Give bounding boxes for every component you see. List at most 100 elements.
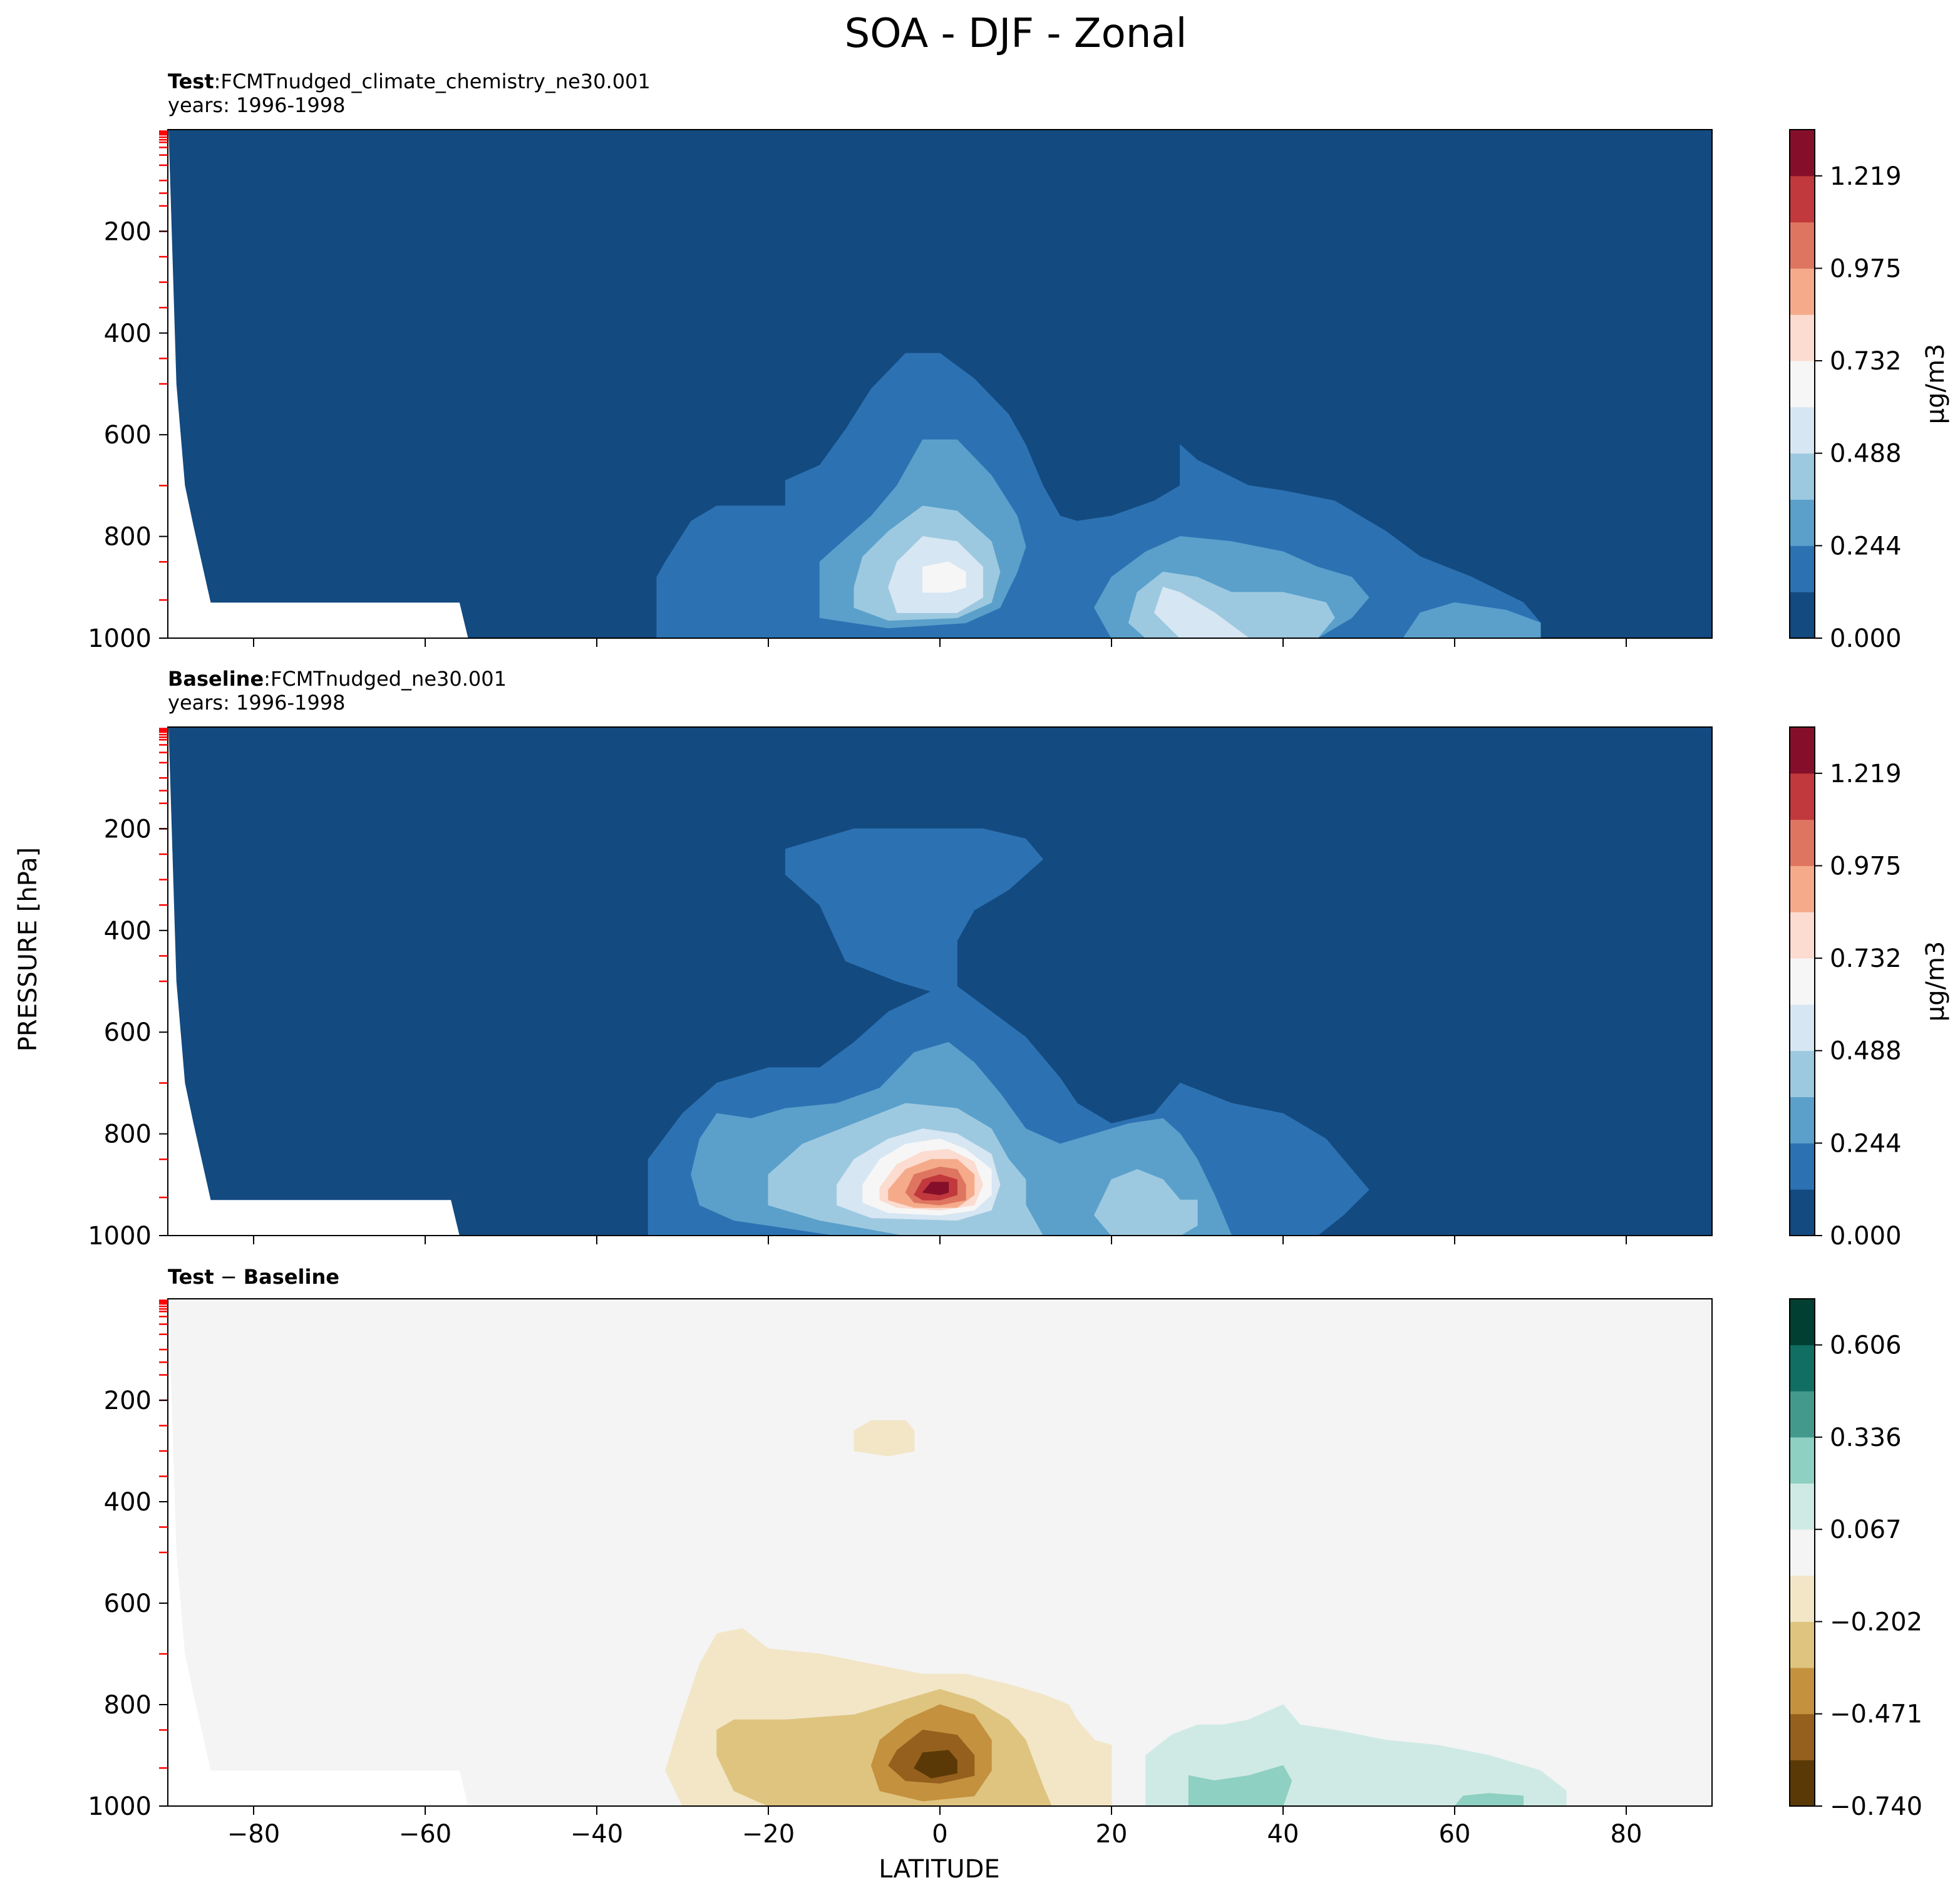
x-tick-label: 20 xyxy=(1096,1820,1128,1849)
x-axis-label: LATITUDE xyxy=(879,1855,999,1884)
panel-subtitle: years: 1996-1998 xyxy=(168,691,345,715)
colorbar-segment xyxy=(1790,130,1815,177)
colorbar-segment xyxy=(1790,545,1815,592)
contour-region-level-4 xyxy=(1153,587,1250,638)
colorbar-tick-label: 0.000 xyxy=(1830,624,1902,653)
colorbar-frame xyxy=(1789,129,1815,639)
y-tick-label: 600 xyxy=(104,1589,152,1618)
contour-region-level-7 xyxy=(1188,1765,1292,1806)
x-tick-label: 80 xyxy=(1611,1820,1643,1849)
x-tick-label: −40 xyxy=(570,1820,623,1849)
contour-region-level-2 xyxy=(1403,602,1541,638)
panel-test: Test:FCMTnudged_climate_chemistry_ne30.0… xyxy=(88,70,1950,653)
colorbar-segment xyxy=(1790,1575,1815,1622)
colorbar-segment xyxy=(1790,1143,1815,1190)
contour-region-level-0 xyxy=(914,1750,957,1779)
panel-title-separator: : xyxy=(214,70,221,93)
colorbar-segment xyxy=(1790,1621,1815,1668)
colorbar-tick-label: 0.975 xyxy=(1830,852,1902,880)
colorbar-tick-label: 1.219 xyxy=(1830,162,1902,191)
figure-title: SOA - DJF - Zonal xyxy=(845,11,1187,57)
y-tick-label: 200 xyxy=(104,217,152,246)
colorbar-tick-label: −0.202 xyxy=(1830,1608,1922,1636)
missing-data-region xyxy=(168,130,468,638)
x-tick-label: 40 xyxy=(1267,1820,1299,1849)
colorbar-segment xyxy=(1790,1189,1815,1236)
colorbar-tick-label: 0.488 xyxy=(1830,1037,1902,1066)
colorbar-label: μg/m3 xyxy=(1921,344,1950,425)
panel-title-separator: : xyxy=(264,667,271,691)
contour-region-level-3 xyxy=(1094,1169,1198,1236)
y-tick-label: 1000 xyxy=(88,1792,152,1821)
colorbar-segment xyxy=(1790,1668,1815,1715)
x-tick-label: −60 xyxy=(399,1820,451,1849)
panel-title-run: FCMTnudged_ne30.001 xyxy=(271,667,507,691)
panel-title-run: Baseline xyxy=(244,1265,339,1289)
colorbar-tick-label: 0.067 xyxy=(1830,1515,1902,1544)
colorbar-tick-label: 0.732 xyxy=(1830,944,1902,973)
y-tick-label: 200 xyxy=(104,1386,152,1415)
colorbar-segment xyxy=(1790,912,1815,959)
panel-title: Test:FCMTnudged_climate_chemistry_ne30.0… xyxy=(168,70,651,93)
colorbar-tick-label: 0.244 xyxy=(1830,1129,1902,1158)
colorbar-segment xyxy=(1790,314,1815,361)
plot-area xyxy=(168,130,1712,638)
colorbar-tick-label: 0.732 xyxy=(1830,347,1902,376)
colorbar-segment xyxy=(1790,453,1815,500)
colorbar-segment xyxy=(1790,1097,1815,1144)
y-tick-label: 600 xyxy=(104,1018,152,1047)
panel-title-run: FCMTnudged_climate_chemistry_ne30.001 xyxy=(220,70,650,93)
panel-title: Baseline:FCMTnudged_ne30.001 xyxy=(168,667,507,691)
x-tick-label: −20 xyxy=(742,1820,795,1849)
colorbar-segment xyxy=(1790,773,1815,820)
colorbar-frame xyxy=(1789,1298,1815,1807)
plot-area xyxy=(168,727,1712,1236)
colorbar-segment xyxy=(1790,499,1815,546)
colorbar-segment xyxy=(1790,592,1815,639)
panel-title-separator: − xyxy=(214,1265,244,1289)
colorbar-segment xyxy=(1790,222,1815,269)
x-tick-label: 0 xyxy=(932,1820,947,1849)
missing-data-region xyxy=(168,1299,468,1806)
colorbar-segment xyxy=(1790,1483,1815,1530)
y-tick-label: 400 xyxy=(104,917,152,946)
colorbar-tick-label: 0.975 xyxy=(1830,254,1902,283)
colorbar-tick-label: 0.336 xyxy=(1830,1423,1902,1452)
panel-title-bold: Baseline xyxy=(168,667,264,691)
colorbar-segment xyxy=(1790,175,1815,223)
colorbar-segment xyxy=(1790,1713,1815,1760)
x-tick-label: 60 xyxy=(1439,1820,1471,1849)
colorbar-segment xyxy=(1790,268,1815,315)
plot-area xyxy=(168,1299,1712,1806)
y-tick-label: 400 xyxy=(104,1488,152,1517)
colorbar-tick-label: 0.606 xyxy=(1830,1331,1902,1360)
colorbar-tick-label: −0.740 xyxy=(1830,1792,1922,1821)
missing-data-region xyxy=(168,727,460,1236)
colorbar-segment xyxy=(1790,727,1815,774)
colorbar-tick-label: 0.244 xyxy=(1830,532,1902,560)
colorbar-segment xyxy=(1790,865,1815,912)
panels-group: Test:FCMTnudged_climate_chemistry_ne30.0… xyxy=(88,70,1950,1849)
colorbar-tick-label: −0.471 xyxy=(1830,1700,1922,1729)
contour-region-level-7 xyxy=(1454,1793,1524,1806)
colorbar-segment xyxy=(1790,819,1815,866)
panel-subtitle: years: 1996-1998 xyxy=(168,93,345,117)
colorbar-segment xyxy=(1790,1299,1815,1346)
colorbar-tick-label: 0.000 xyxy=(1830,1222,1902,1251)
contour-region-level-10 xyxy=(922,1182,949,1195)
colorbar-tick-label: 1.219 xyxy=(1830,760,1902,788)
colorbar-segment xyxy=(1790,1345,1815,1391)
colorbar-segment xyxy=(1790,406,1815,454)
colorbar-tick-label: 0.488 xyxy=(1830,440,1902,468)
colorbar-segment xyxy=(1790,1529,1815,1576)
y-axis-label: PRESSURE [hPa] xyxy=(14,847,43,1051)
panel-title-bold: Test xyxy=(168,70,214,93)
colorbar-segment xyxy=(1790,1391,1815,1438)
colorbar-frame xyxy=(1789,726,1815,1236)
panel-title: Test − Baseline xyxy=(168,1265,339,1289)
y-tick-label: 800 xyxy=(104,1691,152,1720)
x-tick-label: −80 xyxy=(227,1820,280,1849)
